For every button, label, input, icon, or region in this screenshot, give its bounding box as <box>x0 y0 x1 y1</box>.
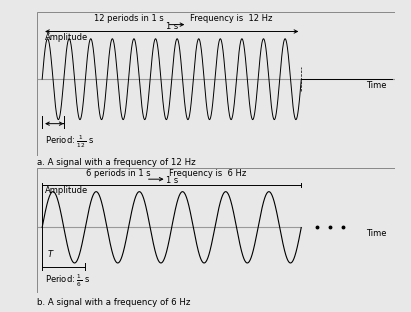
Text: 1 s: 1 s <box>166 22 178 31</box>
Text: b. A signal with a frequency of 6 Hz: b. A signal with a frequency of 6 Hz <box>37 298 190 307</box>
Text: Time: Time <box>366 229 387 238</box>
Text: T: T <box>47 250 53 259</box>
Text: Period: $\frac{1}{6}$ s: Period: $\frac{1}{6}$ s <box>45 273 90 289</box>
Text: 6 periods in 1 s: 6 periods in 1 s <box>86 169 151 178</box>
Text: Frequency is  6 Hz: Frequency is 6 Hz <box>169 169 246 178</box>
Text: a. A signal with a frequency of 12 Hz: a. A signal with a frequency of 12 Hz <box>37 158 196 167</box>
Text: Amplitude: Amplitude <box>45 186 88 195</box>
Text: 12 periods in 1 s: 12 periods in 1 s <box>94 14 164 23</box>
Text: Frequency is  12 Hz: Frequency is 12 Hz <box>190 14 272 23</box>
Text: Period: $\frac{1}{12}$ s: Period: $\frac{1}{12}$ s <box>45 134 94 150</box>
Text: 1 s: 1 s <box>166 176 178 184</box>
Text: Amplitude: Amplitude <box>45 33 88 42</box>
Text: Time: Time <box>366 81 387 90</box>
